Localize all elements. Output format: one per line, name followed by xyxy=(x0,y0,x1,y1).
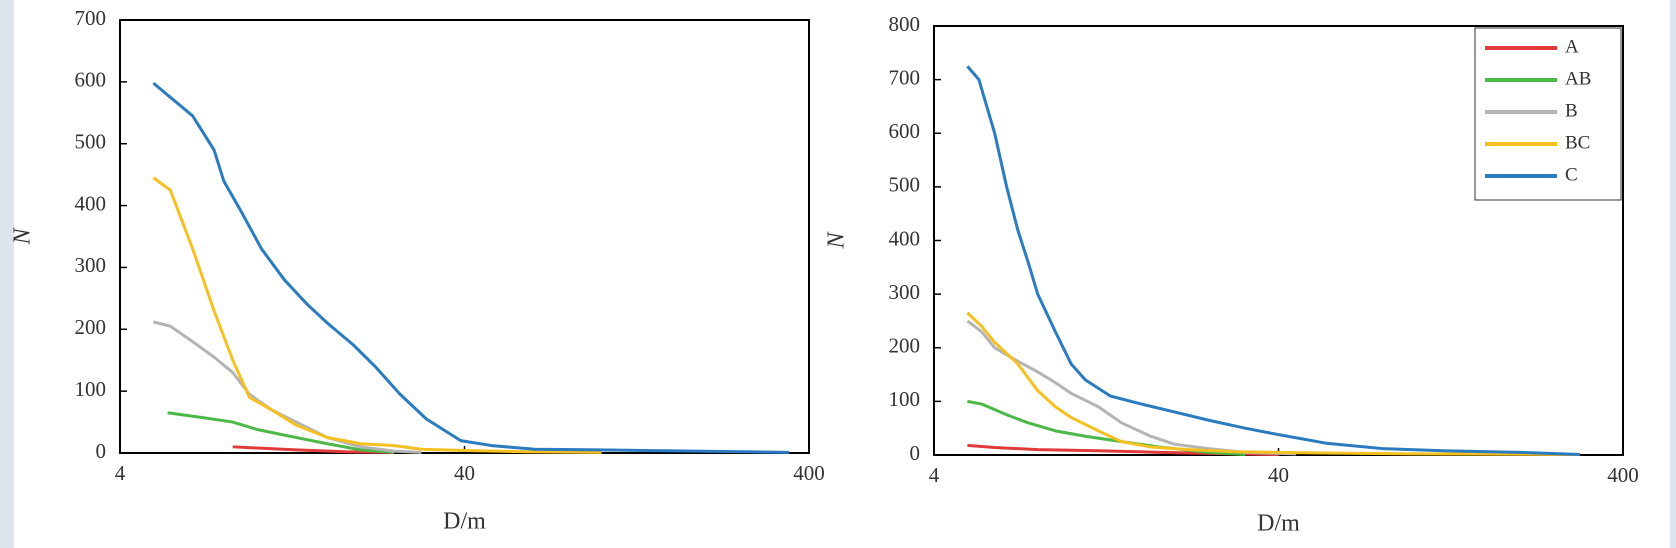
series-line xyxy=(167,411,395,454)
y-tick-label: 300 xyxy=(889,280,921,304)
x-axis-label: D/m xyxy=(443,509,486,535)
plot-frame xyxy=(119,19,810,454)
y-tick-label: 400 xyxy=(889,226,921,250)
series-line xyxy=(152,176,602,454)
x-tick-label: 4 xyxy=(115,461,126,485)
series-line xyxy=(232,445,395,454)
y-tick-label: 700 xyxy=(889,65,921,89)
x-tick-label: 400 xyxy=(793,461,825,485)
legend-label: B xyxy=(1565,100,1578,121)
y-tick-label: 200 xyxy=(75,315,107,339)
series-line xyxy=(966,319,1297,456)
series-line xyxy=(152,81,790,454)
series-line xyxy=(966,65,1581,456)
y-tick-label: 700 xyxy=(75,6,107,30)
y-tick-label: 200 xyxy=(889,334,921,358)
x-tick-label: 40 xyxy=(1268,463,1289,487)
y-tick-label: 100 xyxy=(889,387,921,411)
legend-label: C xyxy=(1565,164,1578,185)
y-tick-label: 600 xyxy=(889,119,921,143)
y-tick-label: 0 xyxy=(96,439,107,463)
y-tick-label: 0 xyxy=(910,441,921,465)
y-tick-label: 800 xyxy=(889,12,921,36)
x-tick-label: 4 xyxy=(929,463,940,487)
y-axis-label: N xyxy=(10,227,36,246)
legend-label: BC xyxy=(1565,132,1590,153)
y-tick-label: 300 xyxy=(75,253,107,277)
y-tick-label: 500 xyxy=(889,173,921,197)
legend-label: AB xyxy=(1565,68,1591,89)
legend-label: A xyxy=(1565,36,1579,57)
y-tick-label: 500 xyxy=(75,130,107,154)
x-axis-label: D/m xyxy=(1257,511,1300,537)
y-tick-label: 100 xyxy=(75,377,107,401)
x-tick-label: 40 xyxy=(454,461,475,485)
x-tick-label: 400 xyxy=(1607,463,1639,487)
y-tick-label: 600 xyxy=(75,68,107,92)
series-line xyxy=(966,311,1580,456)
y-tick-label: 400 xyxy=(75,191,107,215)
y-axis-label: N xyxy=(824,231,850,250)
